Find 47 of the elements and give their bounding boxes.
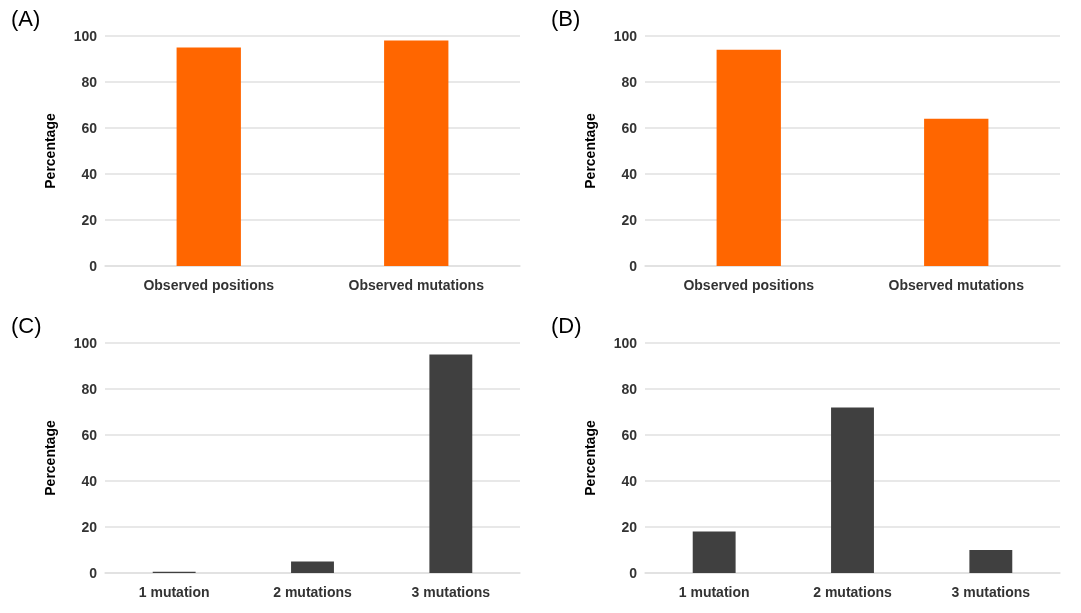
y-tick-label: 40: [621, 166, 638, 182]
y-tick-label: 100: [613, 334, 638, 351]
y-tick-label: 80: [621, 380, 638, 397]
bar: [692, 531, 736, 573]
bar: [831, 406, 874, 573]
y-tick-label: 0: [89, 258, 98, 274]
y-tick-label: 20: [621, 212, 638, 228]
y-tick-label: 20: [81, 518, 98, 535]
x-tick-label: Observed mutations: [888, 277, 1025, 293]
y-tick-label: 0: [629, 564, 638, 581]
y-tick-label: 40: [81, 166, 98, 182]
bar: [429, 354, 473, 573]
y-tick-label: 60: [81, 120, 98, 136]
y-axis-title: Percentage: [42, 113, 58, 189]
x-tick-label: 1 mutation: [678, 583, 750, 600]
x-tick-label: Observed mutations: [348, 277, 485, 293]
y-tick-label: 0: [629, 258, 638, 274]
y-tick-label: 80: [81, 74, 98, 90]
x-tick-label: 2 mutations: [273, 583, 352, 600]
y-tick-label: 100: [73, 28, 98, 44]
x-tick-label: Observed positions: [143, 277, 275, 293]
y-tick-label: 0: [89, 564, 98, 581]
y-tick-label: 60: [621, 120, 638, 136]
chart-title: (A): [11, 5, 41, 31]
x-tick-label: Observed positions: [683, 277, 815, 293]
y-tick-label: 80: [621, 74, 638, 90]
y-tick-label: 80: [81, 380, 98, 397]
bar: [969, 549, 1013, 573]
y-axis-title: Percentage: [582, 113, 598, 189]
chart-title: (D): [551, 312, 582, 337]
y-tick-label: 20: [621, 518, 638, 535]
x-tick-label: 3 mutations: [951, 583, 1031, 600]
x-tick-label: 3 mutations: [411, 583, 491, 600]
y-axis-title: Percentage: [42, 419, 58, 496]
y-tick-label: 60: [621, 426, 638, 443]
y-tick-label: 100: [73, 334, 98, 351]
y-tick-label: 60: [81, 426, 98, 443]
chart-title: (C): [11, 312, 42, 337]
y-tick-label: 20: [81, 212, 98, 228]
chart-title: (B): [551, 5, 581, 31]
y-tick-label: 40: [81, 472, 98, 489]
x-tick-label: 2 mutations: [813, 583, 892, 600]
y-tick-label: 100: [613, 28, 638, 44]
y-axis-title: Percentage: [582, 419, 598, 496]
bar: [291, 561, 334, 573]
x-tick-label: 1 mutation: [138, 583, 210, 600]
y-tick-label: 40: [621, 472, 638, 489]
